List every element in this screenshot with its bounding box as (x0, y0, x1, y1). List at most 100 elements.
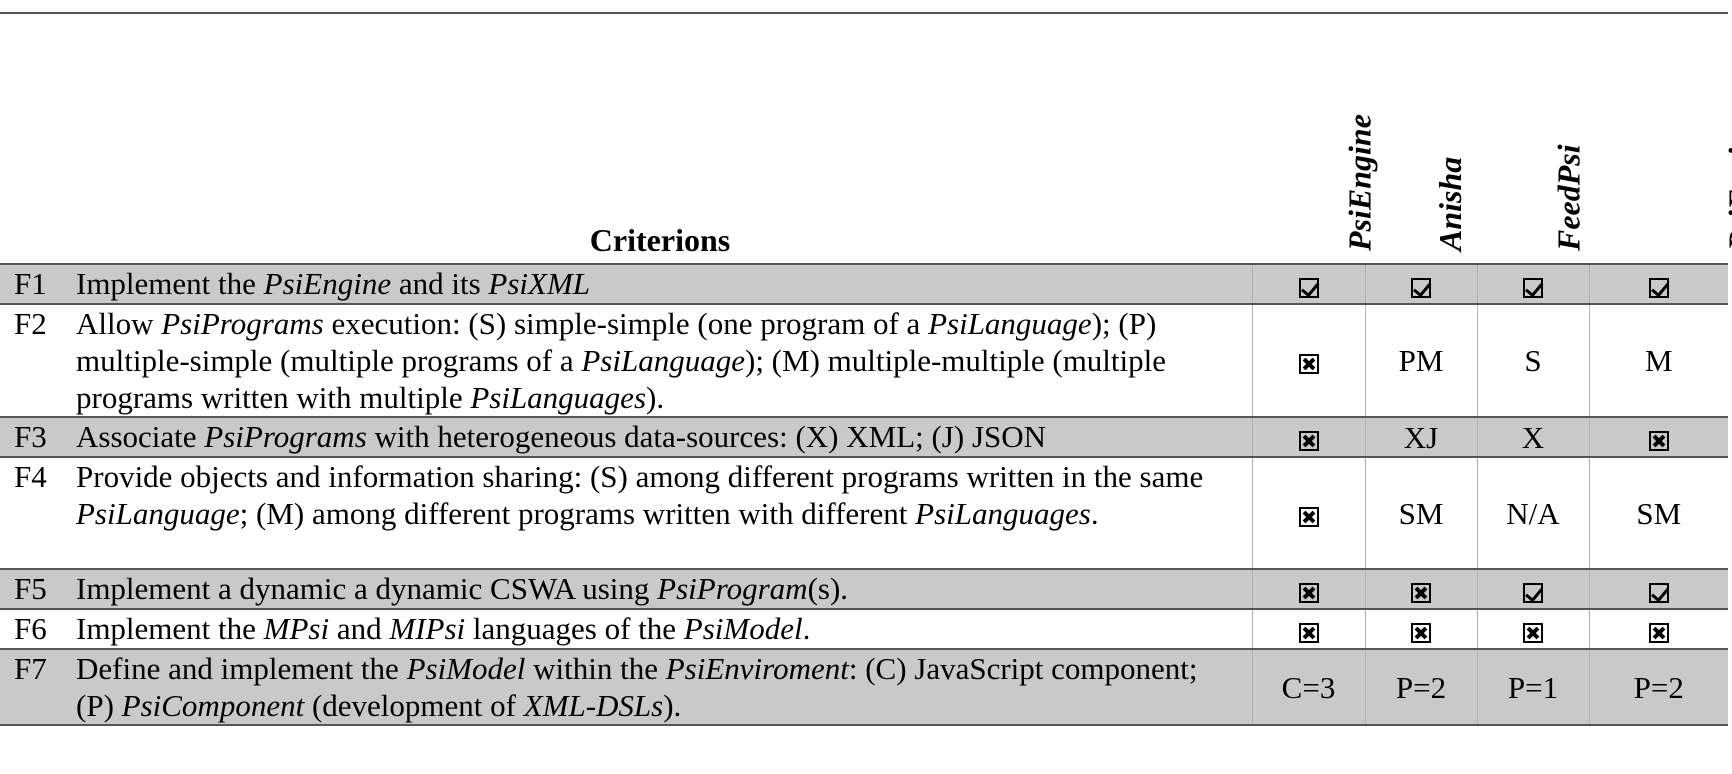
description-term: PsiProgram (657, 571, 808, 606)
description-text: ); (P) multiple-simple (multiple program… (76, 306, 1157, 378)
row-id: F6 (14, 611, 47, 646)
description-term: PsiLanguage (581, 343, 745, 378)
description-term: PsiPrograms (161, 306, 324, 341)
row-id: F4 (14, 459, 47, 494)
description-term: MPsi (263, 611, 330, 646)
row-description: Implement the PsiEngine and its PsiXML (68, 264, 1252, 304)
checkbox-crossed-icon (1411, 582, 1431, 603)
row-id: F1 (14, 266, 47, 301)
value-cell: N/A (1476, 457, 1589, 569)
checkbox-crossed-icon (1298, 354, 1319, 374)
description-term: PsiPrograms (204, 419, 367, 454)
value-text: XJ (1403, 419, 1439, 455)
column-header-label: FeedPsi (1550, 144, 1587, 251)
value-text: S (1524, 343, 1542, 378)
description-text: and (329, 611, 390, 646)
table-body: F1 Implement the PsiEngine and its PsiXML… (0, 264, 1728, 725)
description-text: ); (M) multiple-multiple (multiple progr… (76, 343, 1167, 415)
row-description: Implement a dynamic a dynamic CSWA using… (68, 569, 1252, 609)
checkbox-crossed-icon (1298, 622, 1319, 643)
value-text: P=1 (1507, 669, 1559, 705)
description-text: and its (391, 266, 489, 301)
description-text: Allow (76, 306, 162, 341)
description-text: Associate (76, 419, 205, 454)
value-cell (1588, 264, 1728, 304)
description-term: PsiLanguages (915, 496, 1091, 531)
row-description: Allow PsiPrograms execution: (S) simple-… (68, 304, 1252, 417)
value-cell (1364, 569, 1477, 609)
description-text: Implement a dynamic a dynamic CSWA using (76, 571, 658, 606)
row-description: Associate PsiPrograms with heterogeneous… (68, 417, 1252, 457)
checkbox-crossed-icon (1298, 582, 1319, 603)
description-term: MIPsi (389, 611, 466, 646)
value-cell (1364, 264, 1477, 304)
value-text: N/A (1506, 495, 1560, 531)
value-cell (1251, 569, 1365, 609)
value-text: C=3 (1281, 669, 1336, 705)
table-row: F1 Implement the PsiEngine and its PsiXML (0, 264, 1728, 304)
description-text: ). (663, 688, 682, 723)
value-cell: P=1 (1476, 649, 1589, 725)
value-cell: S (1476, 304, 1589, 417)
table-row: F5 Implement a dynamic a dynamic CSWA usi… (0, 569, 1728, 609)
checkbox-checked-icon (1523, 277, 1543, 298)
description-text: with heterogeneous data-sources: (X) XML… (366, 419, 1047, 454)
criterion-header: Criterions (589, 222, 731, 258)
value-text: P=2 (1633, 669, 1684, 705)
value-cell (1364, 609, 1477, 649)
value-cell: X (1476, 417, 1589, 457)
value-cell (1476, 569, 1589, 609)
value-cell: P=2 (1364, 649, 1477, 725)
description-text: . (802, 611, 811, 646)
value-cell: M (1588, 304, 1728, 417)
checkbox-crossed-icon (1411, 622, 1431, 643)
value-cell: PM (1364, 304, 1477, 417)
description-text: ). (646, 380, 665, 415)
row-description: Define and implement the PsiModel within… (68, 649, 1252, 725)
value-cell (1251, 264, 1365, 304)
checkbox-crossed-icon (1298, 430, 1319, 451)
value-cell (1251, 609, 1365, 649)
value-cell (1251, 304, 1365, 417)
header-row: Criterions PsiEngine Anisha FeedPsi PsiE… (0, 13, 1732, 264)
checkbox-checked-icon (1298, 277, 1319, 298)
description-text: (s). (807, 571, 849, 606)
column-header-feedpsi: FeedPsi (1477, 13, 1589, 264)
description-text: (development of (304, 688, 524, 723)
checkbox-checked-icon (1648, 277, 1669, 298)
value-cell (1588, 609, 1728, 649)
column-header-anisha: Anisha (1365, 13, 1477, 264)
table-row: F2 Allow PsiPrograms execution: (S) simpl… (0, 304, 1728, 417)
value-cell: XJ (1364, 417, 1477, 457)
value-cell: P=2 (1588, 649, 1728, 725)
description-text: : (C) JavaScript component; (P) (76, 651, 1198, 723)
description-text: ; (M) among different programs written w… (239, 496, 916, 531)
description-term: PsiLanguage (76, 496, 240, 531)
row-id: F2 (14, 306, 47, 341)
criteria-comparison-table: Criterions PsiEngine Anisha FeedPsi PsiE… (0, 12, 1732, 726)
header-id-cell (0, 13, 68, 264)
value-text: SM (1398, 495, 1444, 531)
description-text: languages of the (465, 611, 684, 646)
description-term: PsiLanguage (928, 306, 1092, 341)
checkbox-crossed-icon (1523, 622, 1543, 643)
row-id: F7 (14, 651, 47, 686)
checkbox-crossed-icon (1298, 506, 1319, 527)
table-row: F7 Define and implement the PsiModel with… (0, 649, 1728, 725)
column-header-label: Anisha (1432, 156, 1469, 251)
value-cell (1588, 569, 1728, 609)
value-cell (1588, 417, 1728, 457)
checkbox-checked-icon (1411, 277, 1431, 298)
description-term: PsiModel (406, 651, 526, 686)
value-cell: SM (1364, 457, 1477, 569)
row-id: F3 (14, 419, 47, 454)
column-header-psiengine: PsiEngine (1252, 13, 1377, 264)
description-text: within the (525, 651, 666, 686)
description-text: . (1090, 496, 1099, 531)
description-term: PsiXML (488, 266, 591, 301)
description-term: PsiComponent (121, 688, 305, 723)
value-cell (1251, 417, 1365, 457)
description-text: Implement the (76, 266, 264, 301)
value-cell (1476, 264, 1589, 304)
